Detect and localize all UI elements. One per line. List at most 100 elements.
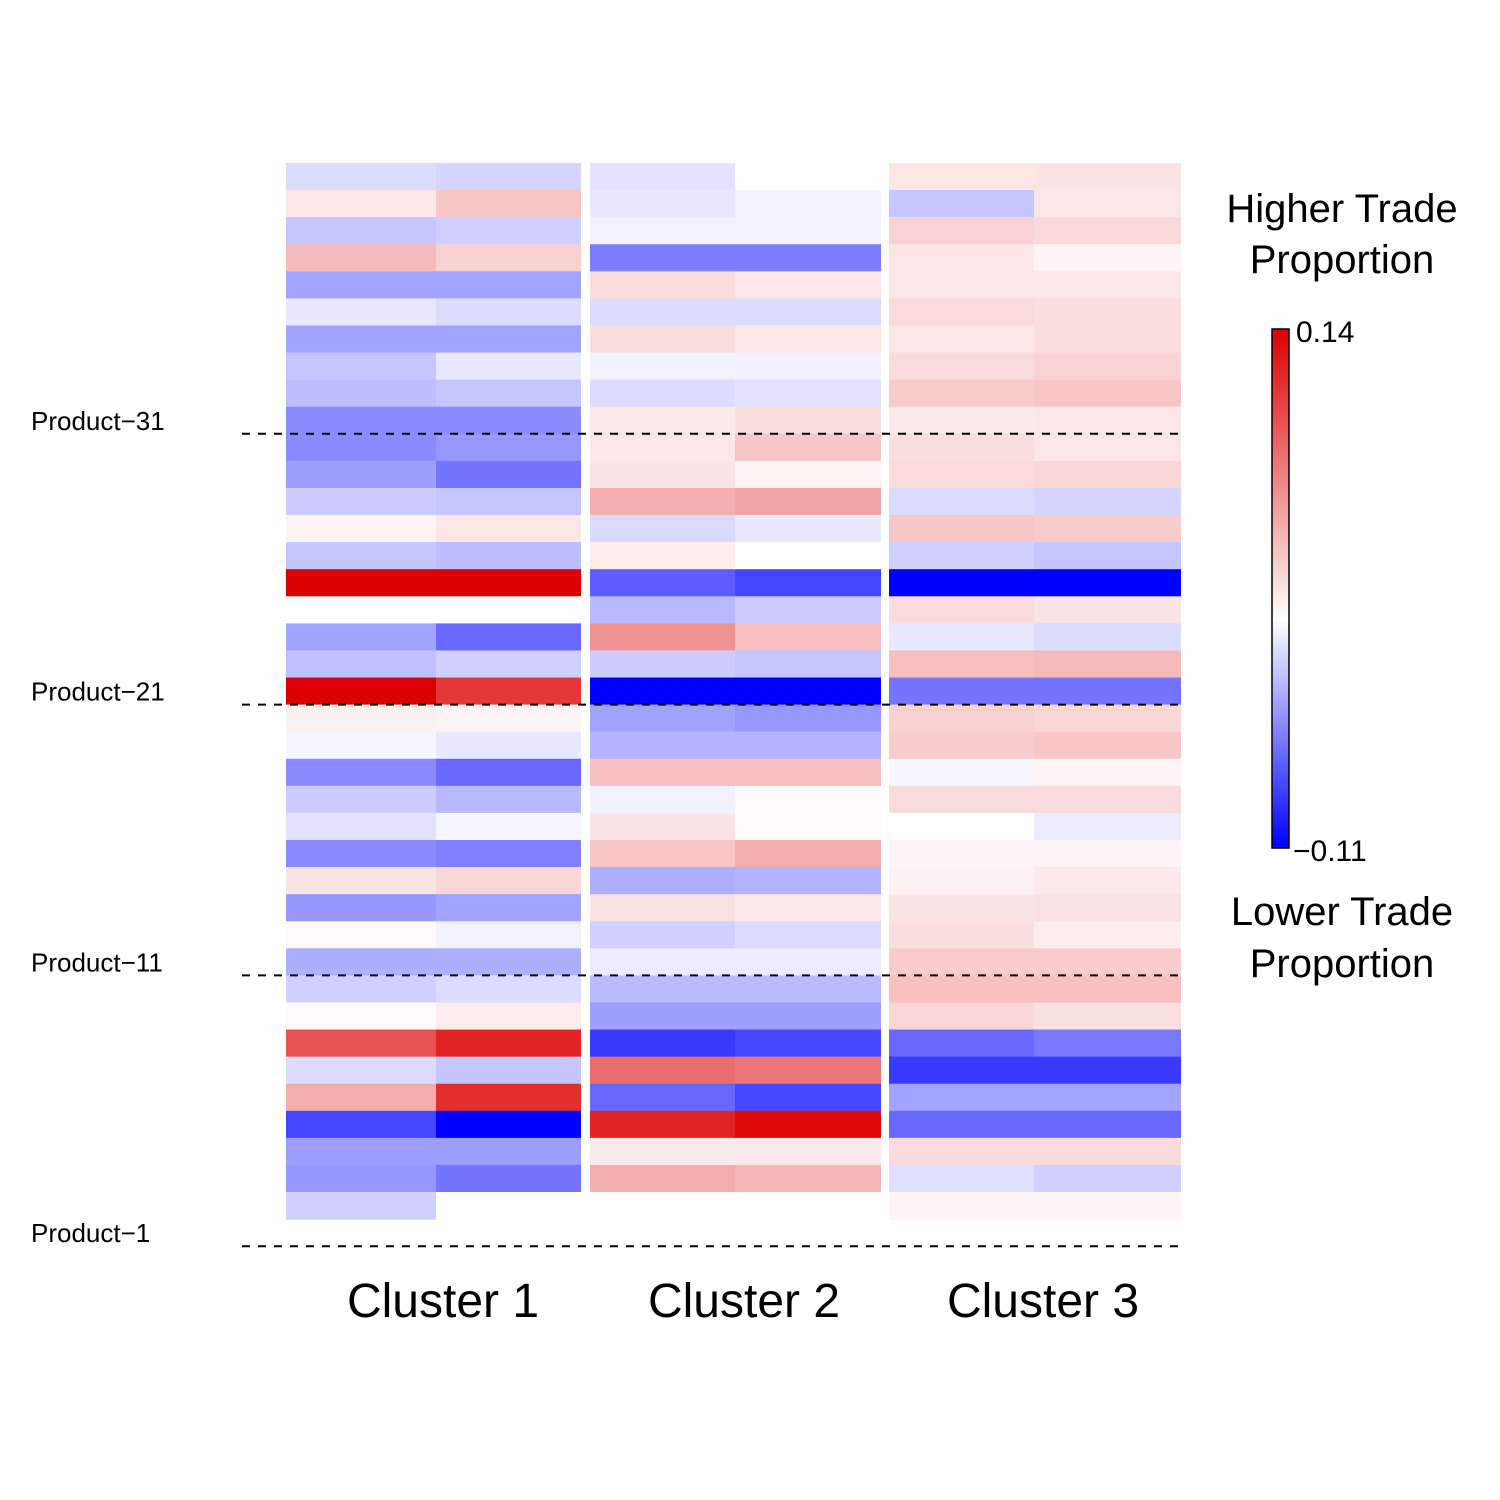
heatmap-cell <box>735 785 881 814</box>
heatmap-cell <box>889 325 1034 354</box>
heatmap-cell <box>590 298 735 327</box>
heatmap-cell <box>889 1029 1034 1058</box>
heatmap-cell <box>436 487 581 516</box>
heatmap-cell <box>286 163 436 191</box>
heatmap-cell <box>889 379 1034 408</box>
heatmap-cell <box>286 487 436 516</box>
heatmap-cell <box>735 650 881 679</box>
heatmap-cell <box>735 487 881 516</box>
heatmap-cell <box>889 217 1034 245</box>
heatmap-cell <box>735 1083 881 1112</box>
heatmap-cell <box>590 650 735 679</box>
heatmap-cell <box>436 515 581 543</box>
heatmap-cell <box>1034 460 1181 489</box>
heatmap-cell <box>286 406 436 435</box>
colorbar <box>1271 328 1290 849</box>
heatmap-cell <box>735 1029 881 1058</box>
heatmap-cell <box>889 1137 1034 1166</box>
heatmap-cell <box>286 1110 436 1139</box>
heatmap-cell <box>1034 352 1181 381</box>
heatmap-cell <box>590 271 735 299</box>
row-labels: Product−1 Product−11 Product−21 Product−31 <box>31 406 165 1248</box>
heatmap-cell <box>735 1002 881 1031</box>
heatmap-cell <box>1034 325 1181 354</box>
heatmap-cell <box>436 731 581 760</box>
heatmap-cell <box>889 298 1034 327</box>
cluster-labels: Cluster 1 Cluster 2 Cluster 3 <box>347 1275 1139 1328</box>
heatmap-cell <box>286 352 436 381</box>
heatmap-cell <box>436 271 581 299</box>
heatmap-cell <box>1034 785 1181 814</box>
heatmap-cell <box>735 840 881 868</box>
heatmap-cell <box>1034 758 1181 787</box>
heatmap-cell <box>590 894 735 922</box>
heatmap-cell <box>735 921 881 949</box>
heatmap-cell <box>590 623 735 652</box>
colorbar-min-label: −0.11 <box>1293 835 1367 868</box>
heatmap-cell <box>735 758 881 787</box>
heatmap-cell <box>436 1056 581 1085</box>
heatmap-cell <box>436 379 581 408</box>
heatmap-cell <box>889 1110 1034 1139</box>
heatmap-cell <box>889 271 1034 299</box>
heatmap-cell <box>1034 190 1181 218</box>
heatmap-cell <box>735 1110 881 1139</box>
heatmap-cell <box>889 163 1034 191</box>
heatmap-cell <box>1034 867 1181 895</box>
heatmap-cell <box>286 650 436 679</box>
heatmap-cell <box>590 812 735 841</box>
legend-bottom-title-line1: Lower Trade <box>1231 890 1453 934</box>
heatmap-cell <box>436 1002 581 1031</box>
heatmap-cell <box>286 1083 436 1112</box>
heatmap-cell <box>735 515 881 543</box>
heatmap-cell <box>1034 840 1181 868</box>
legend-top-title-line1: Higher Trade <box>1226 187 1457 231</box>
heatmap-cell <box>889 840 1034 868</box>
heatmap-cell <box>286 569 436 597</box>
heatmap-cell <box>436 596 581 624</box>
heatmap-cell <box>590 163 735 191</box>
heatmap-cell <box>1034 515 1181 543</box>
heatmap-cell <box>286 190 436 218</box>
heatmap-cell <box>889 433 1034 462</box>
heatmap-cell <box>590 244 735 272</box>
heatmap-cell <box>436 677 581 706</box>
heatmap-cell <box>1034 163 1181 191</box>
heatmap-cell <box>735 325 881 354</box>
heatmap-cell <box>889 704 1034 733</box>
heatmap-cell <box>590 1029 735 1058</box>
heatmap-cell <box>1034 1164 1181 1193</box>
heatmap-cell <box>590 948 735 976</box>
heatmap-cell <box>286 1056 436 1085</box>
heatmap-cell <box>436 542 581 570</box>
heatmap-cell <box>590 352 735 381</box>
heatmap-cell <box>286 433 436 462</box>
heatmap-cell <box>1034 406 1181 435</box>
heatmap-cell <box>286 840 436 868</box>
heatmap-cell <box>889 596 1034 624</box>
heatmap-cell <box>436 921 581 949</box>
heatmap-cell <box>436 1110 581 1139</box>
heatmap-cell <box>286 1164 436 1193</box>
heatmap-cell <box>1034 1083 1181 1112</box>
heatmap-cell <box>735 975 881 1004</box>
heatmap-cell <box>1034 650 1181 679</box>
heatmap-cell <box>436 1164 581 1193</box>
heatmap-cell <box>286 921 436 949</box>
heatmap-cell <box>590 460 735 489</box>
heatmap-cell <box>889 785 1034 814</box>
heatmap-cell <box>735 1192 881 1220</box>
heatmap-cell <box>1034 1056 1181 1085</box>
heatmap-cell <box>286 975 436 1004</box>
heatmap-cell <box>1034 731 1181 760</box>
heatmap-cell <box>286 1192 436 1220</box>
heatmap-cell <box>1034 677 1181 706</box>
row-label: Product−21 <box>31 677 165 707</box>
legend-top-title-line2: Proportion <box>1250 238 1435 282</box>
heatmap-cell <box>286 1029 436 1058</box>
heatmap-cell <box>889 406 1034 435</box>
heatmap-cell <box>1034 298 1181 327</box>
heatmap-cell <box>1034 1029 1181 1058</box>
heatmap-cell <box>889 650 1034 679</box>
heatmap-cell <box>1034 569 1181 597</box>
